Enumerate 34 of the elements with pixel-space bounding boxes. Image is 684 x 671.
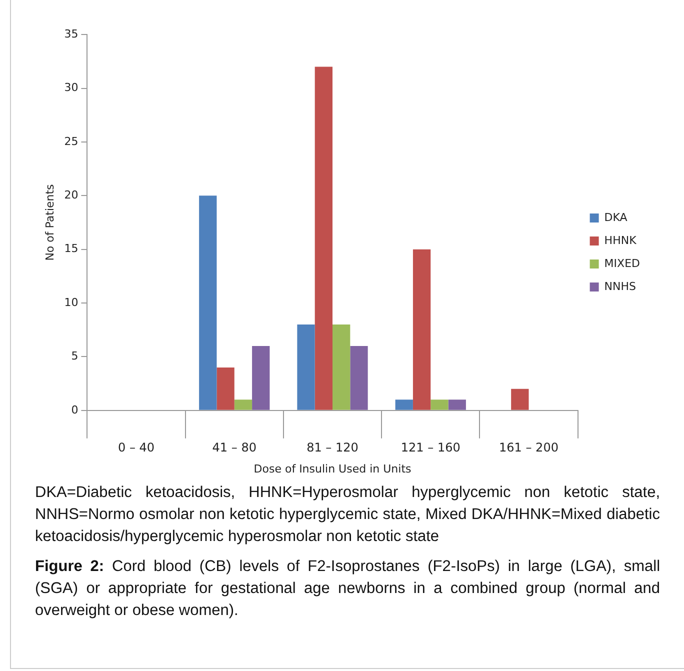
y-tick-label: 25 xyxy=(64,134,78,148)
bar xyxy=(332,324,350,410)
x-tick-label: 41 – 80 xyxy=(212,440,256,455)
y-tick-label: 30 xyxy=(64,81,78,94)
bar xyxy=(234,400,252,410)
legend-label: DKA xyxy=(604,210,628,224)
legend-label: HHNK xyxy=(604,234,638,247)
bar xyxy=(314,66,333,410)
x-tick-label: 0 – 40 xyxy=(118,440,155,455)
legend-label: NNHS xyxy=(604,280,636,293)
x-axis-title: Dose of Insulin Used in Units xyxy=(254,462,412,476)
y-tick-label: 15 xyxy=(64,242,78,256)
legend-label: MIXED xyxy=(604,256,640,270)
x-tick-label: 121 – 160 xyxy=(400,440,460,455)
y-tick-label: 35 xyxy=(64,27,78,40)
bar xyxy=(511,388,529,410)
bar xyxy=(252,346,270,410)
caption: Figure 2: Cord blood (CB) levels of F2-Isoprostanes (F2-IsoPs) in large (LGA), small (SGA) or appropriate for gestational age newborns in a combined group (normal and overweight or obese women). xyxy=(35,557,660,621)
y-tick-label: 20 xyxy=(64,188,78,202)
bar xyxy=(412,249,431,410)
bar xyxy=(350,346,368,410)
y-tick-label: 10 xyxy=(64,296,78,309)
bar xyxy=(297,324,315,410)
x-tick-label: 81 – 120 xyxy=(306,440,358,455)
x-tick-label: 161 – 200 xyxy=(499,440,558,455)
bar xyxy=(199,196,217,410)
y-tick-label: 5 xyxy=(71,350,78,363)
bar xyxy=(395,400,413,410)
y-tick-label: 0 xyxy=(71,403,78,416)
bar xyxy=(448,400,466,410)
bar xyxy=(216,367,234,410)
text: DKA=Diabetic ketoacidosis, HHNK=Hyperosmolar hyperglycemic non ketotic state, NNHS=Normo osmolar non ketotic hyperglycemic state, Mixed DKA/HHNK=Mixed diabetic ketoacidosis/hyperglycemic hyperosmolar non ketotic state xyxy=(35,483,660,547)
y-axis-title: No of Patients xyxy=(43,184,56,261)
bar xyxy=(430,400,448,410)
